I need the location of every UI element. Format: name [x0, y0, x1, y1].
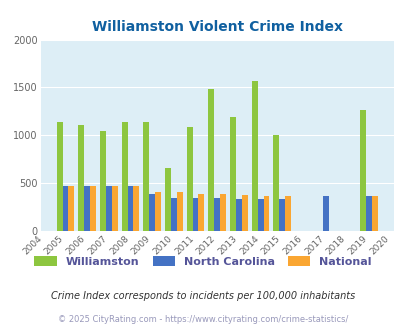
Bar [208, 89, 214, 231]
Bar [57, 122, 62, 231]
Bar [100, 131, 106, 231]
Bar [84, 186, 90, 231]
Bar [263, 196, 269, 231]
Bar [62, 186, 68, 231]
Bar [68, 186, 74, 231]
Bar [241, 195, 247, 231]
Bar [106, 186, 111, 231]
Bar [214, 198, 220, 231]
Bar [78, 125, 84, 231]
Bar [90, 186, 96, 231]
Bar [122, 122, 127, 231]
Bar [279, 199, 284, 231]
Text: Crime Index corresponds to incidents per 100,000 inhabitants: Crime Index corresponds to incidents per… [51, 291, 354, 301]
Bar [359, 111, 365, 231]
Bar [192, 198, 198, 231]
Bar [111, 186, 117, 231]
Bar [155, 192, 160, 231]
Bar [284, 196, 290, 231]
Bar [220, 194, 226, 231]
Bar [365, 196, 371, 231]
Bar [143, 122, 149, 231]
Bar [176, 192, 182, 231]
Bar [257, 199, 263, 231]
Bar [198, 194, 204, 231]
Bar [235, 199, 241, 231]
Bar [171, 198, 176, 231]
Legend: Williamston, North Carolina, National: Williamston, North Carolina, National [34, 256, 371, 267]
Bar [322, 196, 328, 231]
Title: Williamston Violent Crime Index: Williamston Violent Crime Index [92, 20, 342, 34]
Bar [165, 168, 171, 231]
Bar [127, 186, 133, 231]
Bar [133, 186, 139, 231]
Bar [273, 135, 279, 231]
Text: © 2025 CityRating.com - https://www.cityrating.com/crime-statistics/: © 2025 CityRating.com - https://www.city… [58, 315, 347, 324]
Bar [251, 81, 257, 231]
Bar [230, 117, 235, 231]
Bar [149, 194, 155, 231]
Bar [371, 196, 377, 231]
Bar [186, 127, 192, 231]
